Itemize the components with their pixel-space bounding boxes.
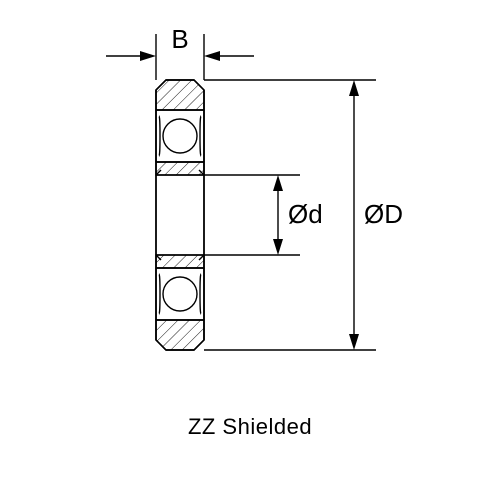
svg-text:Ød: Ød <box>288 199 323 229</box>
diagram-caption: ZZ Shielded <box>188 414 312 440</box>
svg-text:B: B <box>171 24 188 54</box>
svg-text:ØD: ØD <box>364 199 403 229</box>
